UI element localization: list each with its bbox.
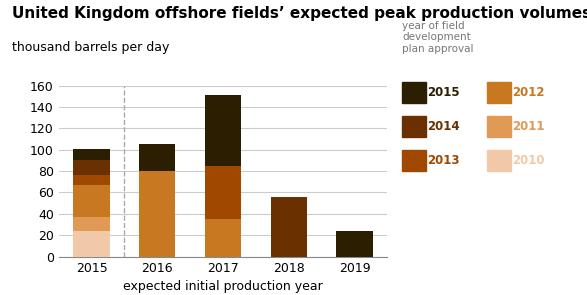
Text: thousand barrels per day: thousand barrels per day	[12, 41, 169, 54]
Bar	[73, 217, 110, 231]
Bar	[336, 231, 373, 257]
Text: 2012: 2012	[512, 86, 545, 99]
Bar	[205, 219, 241, 257]
Text: United Kingdom offshore fields’ expected peak production volumes: United Kingdom offshore fields’ expected…	[12, 6, 587, 21]
Text: 2010: 2010	[512, 154, 545, 167]
Bar	[139, 144, 176, 171]
Bar	[73, 185, 110, 217]
Bar	[73, 149, 110, 160]
Bar	[73, 160, 110, 175]
Bar	[205, 166, 241, 219]
Text: 2013: 2013	[427, 154, 460, 167]
Bar	[73, 175, 110, 185]
Bar	[205, 95, 241, 166]
Bar	[271, 197, 307, 257]
Bar	[73, 231, 110, 257]
Text: 2015: 2015	[427, 86, 460, 99]
X-axis label: expected initial production year: expected initial production year	[123, 280, 323, 293]
Text: 2011: 2011	[512, 120, 545, 133]
Bar	[139, 171, 176, 257]
Text: year of field
development
plan approval: year of field development plan approval	[402, 21, 474, 54]
Text: 2014: 2014	[427, 120, 460, 133]
